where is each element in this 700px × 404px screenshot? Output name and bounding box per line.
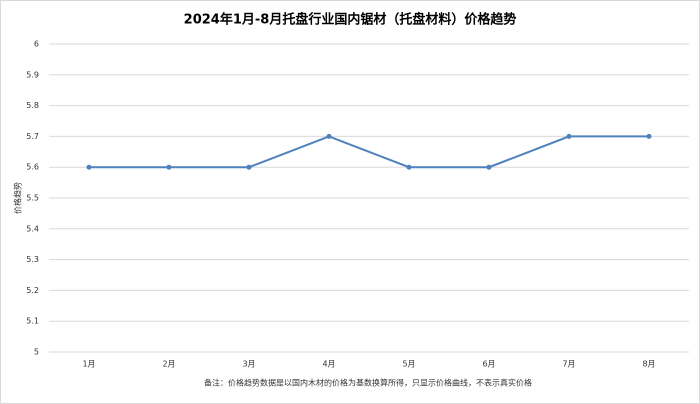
marker <box>166 164 172 170</box>
x-tick-label: 5月 <box>402 360 415 369</box>
line <box>89 135 649 169</box>
marker <box>326 133 332 139</box>
x-tick-label: 1月 <box>82 360 95 369</box>
y-tick-label: 6 <box>34 40 39 49</box>
x-tick-label: 2月 <box>162 360 175 369</box>
x-tick-label: 4月 <box>322 360 335 369</box>
x-tick-label: 3月 <box>242 360 255 369</box>
y-tick-label: 5.6 <box>26 163 39 172</box>
y-tick-label: 5.9 <box>26 70 39 79</box>
x-tick-label: 6月 <box>482 360 495 369</box>
y-tick-label: 5.7 <box>26 132 39 141</box>
chart-title: 2024年1月-8月托盘行业国内锯材（托盘材料）价格趋势 <box>184 12 517 28</box>
y-tick-label: 5 <box>34 348 39 357</box>
y-axis-label: 价格趋势 <box>13 182 23 214</box>
x-tick-label: 8月 <box>642 360 655 369</box>
y-tick-label: 5.3 <box>26 255 39 264</box>
y-tick-label: 5.1 <box>26 317 39 326</box>
marker <box>406 164 412 170</box>
marker <box>646 133 652 139</box>
y-tick-label: 5.8 <box>26 101 39 110</box>
marker <box>86 164 92 170</box>
x-tick-label: 7月 <box>562 360 575 369</box>
marker <box>566 133 572 139</box>
y-tick-label: 5.2 <box>26 286 39 295</box>
footnote: 备注：价格趋势数据是以国内木材的价格为基数换算所得，只显示价格曲线，不表示真实价… <box>204 378 532 388</box>
y-tick-label: 5.5 <box>26 194 39 203</box>
marker <box>246 164 252 170</box>
marker <box>486 164 492 170</box>
y-tick-label: 5.4 <box>26 224 39 233</box>
